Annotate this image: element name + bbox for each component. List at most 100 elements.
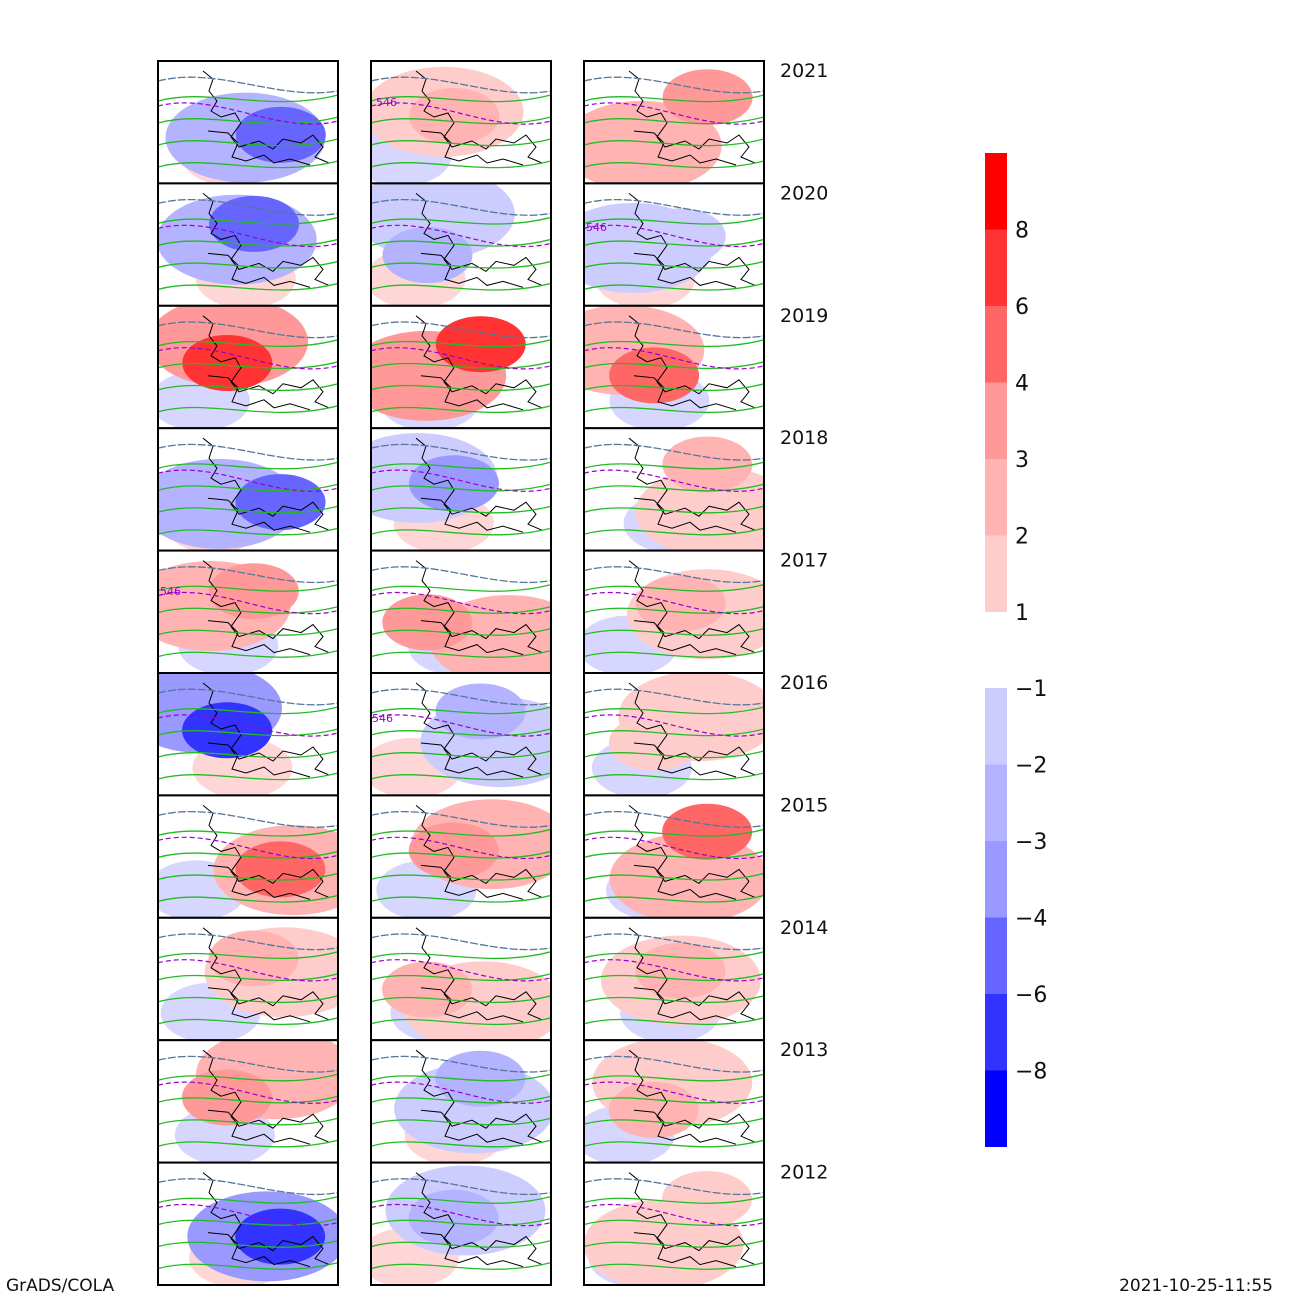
- map-panel: [370, 427, 552, 552]
- dashed-contour: [158, 224, 338, 248]
- contour-label: 546: [376, 96, 397, 109]
- map-panel: [370, 60, 552, 185]
- dashed-contour: [371, 1081, 551, 1104]
- anomaly-core: [435, 683, 526, 740]
- jet-contour: [371, 443, 551, 461]
- colorbar-swatch-negative: [985, 764, 1007, 841]
- panel-frame: [157, 1161, 339, 1286]
- height-contour: [371, 361, 551, 370]
- panel-frame: [370, 1161, 552, 1286]
- anomaly-core: [661, 1170, 752, 1227]
- height-contour: [158, 1261, 338, 1270]
- dashed-contour: [158, 836, 338, 860]
- height-contour: [371, 282, 551, 291]
- height-contour: [371, 828, 551, 837]
- height-contour: [584, 1095, 764, 1104]
- coastline: [202, 70, 330, 166]
- height-contour: [158, 505, 338, 514]
- height-contour: [158, 116, 338, 125]
- jet-contour: [158, 76, 338, 94]
- dashed-contour: [158, 959, 338, 982]
- anomaly-core: [608, 1081, 699, 1138]
- jet-contour: [158, 443, 338, 461]
- coastline: [415, 682, 543, 778]
- height-contour: [371, 627, 551, 636]
- colorbar-label: −2: [1015, 754, 1047, 779]
- height-contour: [158, 951, 338, 960]
- jet-contour: [158, 1178, 338, 1196]
- height-contour: [584, 238, 764, 247]
- coastline: [628, 805, 756, 900]
- anomaly-core: [235, 106, 326, 163]
- coastline: [628, 560, 756, 656]
- dashed-contour: [158, 591, 338, 615]
- height-contour: [158, 216, 338, 225]
- coastline: [202, 315, 330, 411]
- height-contour: [158, 339, 338, 348]
- anomaly-core: [635, 942, 726, 999]
- map-panel: [583, 549, 765, 674]
- height-contour: [371, 1139, 551, 1148]
- anomaly-core: [662, 803, 753, 860]
- anomaly-core: [408, 455, 499, 512]
- coastline: [202, 927, 330, 1023]
- map-panel: [157, 182, 339, 307]
- height-contour: [158, 527, 338, 536]
- jet-contour: [158, 811, 338, 828]
- dashed-contour: [371, 347, 551, 370]
- anomaly-core: [408, 822, 499, 879]
- coastline: [628, 70, 756, 166]
- year-label: 2020: [780, 182, 828, 204]
- height-contour: [371, 216, 551, 225]
- jet-contour: [371, 811, 551, 828]
- height-contour: [371, 951, 551, 960]
- colorbar-label: −1: [1015, 677, 1047, 702]
- anomaly-core: [435, 1050, 526, 1107]
- coastline: [202, 682, 330, 778]
- height-contour: [584, 339, 764, 348]
- jet-contour: [584, 811, 764, 828]
- height-contour: [371, 405, 551, 414]
- jet-contour: [371, 688, 551, 706]
- anomaly-core: [181, 1069, 272, 1126]
- jet-contour: [371, 933, 551, 951]
- height-contour: [371, 772, 551, 781]
- anomaly-core: [208, 930, 299, 987]
- height-contour: [158, 1117, 338, 1126]
- coastline: [415, 1049, 543, 1145]
- anomaly-core: [209, 195, 300, 252]
- height-contour: [371, 728, 551, 737]
- height-contour: [584, 772, 764, 781]
- height-contour: [158, 383, 338, 392]
- map-panel: [583, 427, 765, 552]
- map-panel: [157, 304, 339, 430]
- colorbar-swatch-negative: [985, 917, 1007, 994]
- height-contour: [371, 1217, 551, 1226]
- map-panel: [370, 916, 552, 1042]
- jet-contour: [158, 321, 338, 339]
- height-contour: [584, 1117, 764, 1126]
- map-panel: [157, 427, 339, 552]
- year-label: 2017: [780, 550, 828, 572]
- colorbar: 8 6 4 3 2 1 −1 −2 −3 −4 −6 −8: [985, 153, 1047, 1147]
- dashed-contour: [371, 714, 551, 737]
- colorbar-swatch-positive: [985, 306, 1007, 383]
- jet-contour: [158, 1055, 338, 1073]
- height-contour: [371, 1195, 551, 1204]
- map-panel: [583, 916, 765, 1042]
- coastline: [202, 560, 330, 656]
- height-contour: [371, 260, 551, 269]
- dashed-contour: [158, 102, 338, 125]
- height-contour: [371, 583, 551, 592]
- height-contour: [371, 872, 551, 881]
- height-contour: [371, 750, 551, 759]
- map-panel: [157, 672, 339, 797]
- height-contour: [158, 361, 338, 370]
- year-label: 2013: [780, 1039, 828, 1061]
- height-contour: [584, 750, 764, 759]
- map-panel: [370, 1161, 552, 1286]
- height-contour: [584, 627, 764, 636]
- jet-contour: [371, 76, 551, 94]
- height-contour: [371, 605, 551, 614]
- map-panel: [370, 549, 552, 674]
